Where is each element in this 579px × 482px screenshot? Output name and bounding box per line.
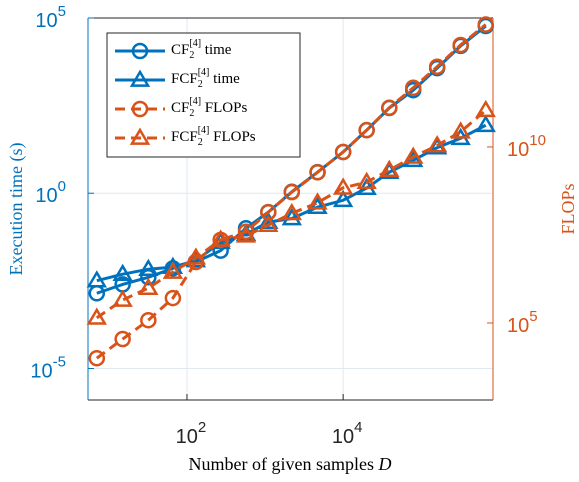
legend-name: FCF	[171, 129, 198, 145]
legend-name: CF	[171, 100, 189, 116]
marker	[450, 121, 471, 139]
tick-base: 10	[507, 139, 529, 161]
marker	[138, 277, 159, 295]
marker	[258, 211, 279, 229]
marker	[114, 330, 131, 348]
marker	[334, 143, 352, 161]
series-line	[95, 23, 487, 360]
legend-name: CF	[171, 42, 189, 58]
marker	[477, 16, 494, 33]
marker	[131, 42, 149, 60]
legend-sup: [4]	[198, 67, 210, 78]
marker	[475, 114, 496, 133]
tick-label: 102	[176, 419, 207, 448]
tick-exponent: 2	[198, 419, 206, 436]
marker	[210, 229, 231, 247]
tick-exponent: -5	[53, 353, 66, 370]
legend-sub: 2	[198, 79, 203, 90]
legend-name: FCF	[171, 71, 198, 87]
x-label-text: Number of given samples	[189, 454, 379, 474]
marker	[307, 192, 328, 210]
x-label-var: D	[377, 454, 391, 474]
legend-sup: [4]	[189, 38, 201, 49]
legend-label: FCF2[4] FLOPs	[171, 125, 256, 148]
marker	[381, 99, 398, 116]
tick-base: 10	[30, 361, 52, 383]
legend-suffix: time	[209, 71, 240, 87]
marker	[185, 247, 207, 265]
tick-label: 10-5	[30, 353, 66, 382]
legend-label: CF2[4] time	[171, 38, 232, 61]
marker	[332, 177, 354, 195]
tick-label: 105	[35, 3, 66, 32]
marker	[86, 270, 107, 288]
marker	[356, 171, 377, 190]
marker	[235, 225, 257, 243]
tick-label: 1010	[507, 132, 546, 161]
tick-label: 105	[507, 308, 538, 337]
marker	[86, 307, 107, 325]
marker	[131, 100, 149, 118]
marker	[403, 146, 424, 164]
tick-exponent: 0	[58, 178, 66, 195]
marker	[129, 69, 151, 87]
tick-base: 10	[35, 186, 57, 208]
marker	[162, 261, 184, 279]
marker	[164, 289, 182, 307]
legend-label: CF2[4] FLOPs	[171, 96, 247, 119]
x-axis-label: Number of given samples D	[189, 454, 392, 474]
tick-exponent: 5	[529, 308, 537, 325]
tick-base: 10	[332, 426, 354, 448]
tick-base: 10	[35, 10, 57, 32]
y2-axis-label: FLOPs	[558, 183, 578, 234]
legend-sub: 2	[189, 108, 194, 119]
legend-sub: 2	[189, 50, 194, 61]
tick-exponent: 4	[354, 419, 362, 436]
tick-exponent: 5	[58, 3, 66, 20]
y-axis-label: Execution time (s)	[6, 143, 27, 276]
marker	[138, 258, 159, 277]
marker	[475, 99, 496, 118]
marker	[112, 289, 133, 307]
tick-base: 10	[176, 426, 198, 448]
legend-suffix: FLOPs	[201, 100, 247, 116]
marker	[283, 183, 301, 201]
marker	[452, 36, 469, 54]
legend-suffix: FLOPs	[209, 129, 255, 145]
marker	[404, 79, 422, 97]
marker	[140, 311, 157, 329]
legend-box	[106, 32, 301, 158]
marker	[281, 208, 302, 226]
marker	[129, 127, 151, 145]
marker	[112, 263, 133, 282]
marker	[379, 159, 400, 177]
legend-sub: 2	[198, 137, 203, 148]
marker	[428, 58, 446, 75]
marker	[358, 121, 375, 139]
marker	[281, 202, 302, 221]
tick-exponent: 10	[529, 132, 546, 149]
legend-label: FCF2[4] time	[171, 67, 240, 90]
tick-base: 10	[507, 315, 529, 337]
marker	[258, 214, 279, 233]
tick-label: 100	[35, 178, 66, 207]
legend-sup: [4]	[198, 125, 210, 136]
legend-sup: [4]	[189, 96, 201, 107]
marker	[88, 349, 106, 367]
marker	[309, 164, 326, 181]
marker	[426, 135, 448, 153]
tick-label: 104	[332, 419, 363, 448]
legend-suffix: time	[201, 42, 232, 58]
marker	[332, 189, 354, 208]
